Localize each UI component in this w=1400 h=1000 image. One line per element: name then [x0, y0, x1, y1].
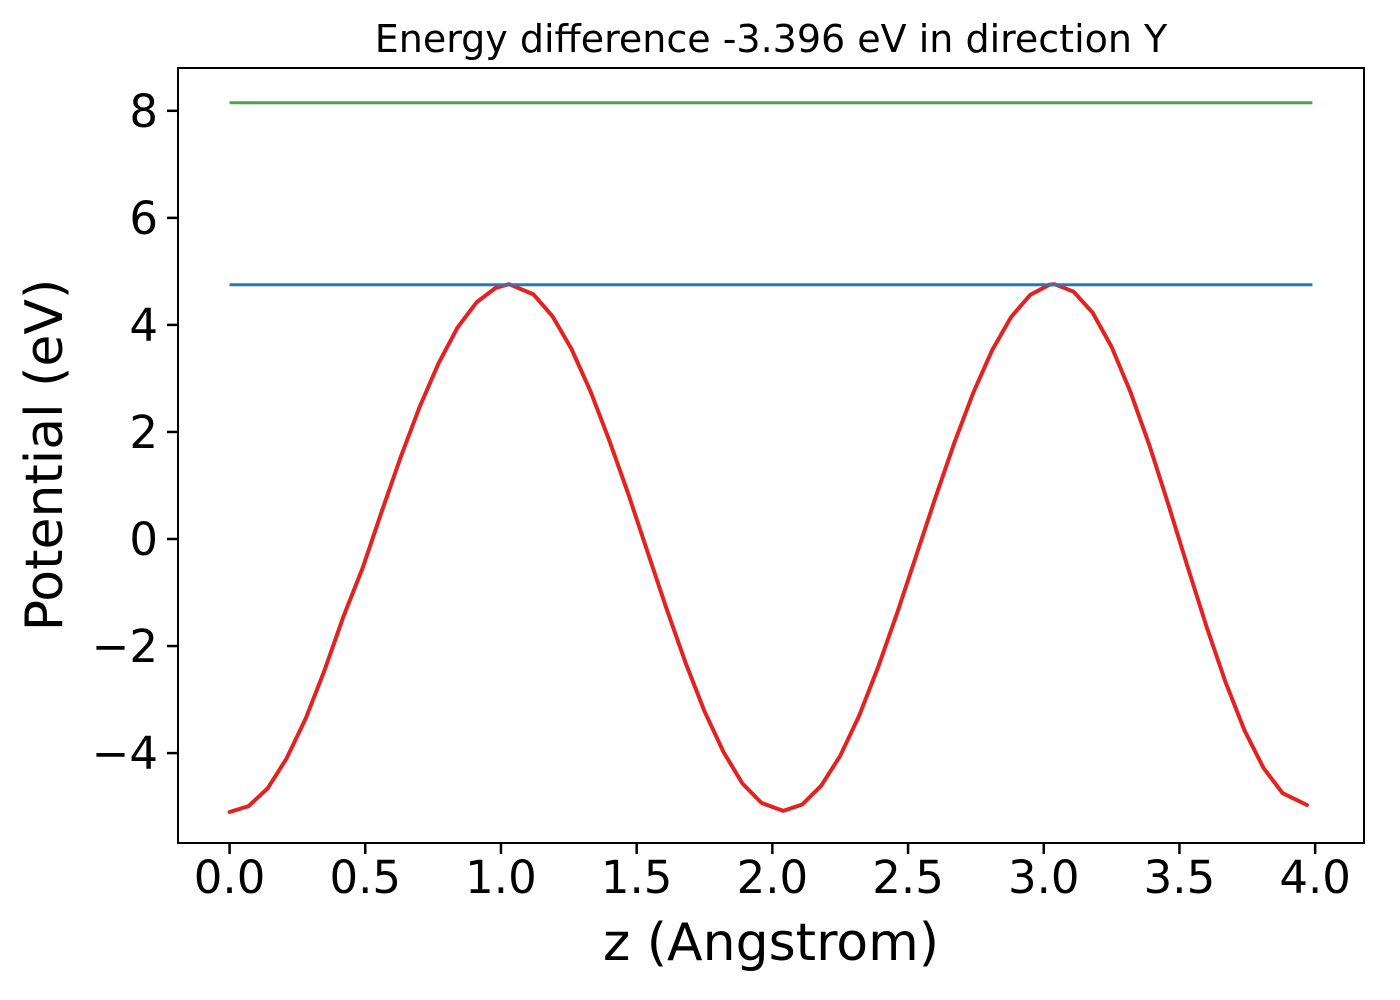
plot-area: 0.0 0.5 1.0 1.5 2.0 2.5 3.0 3.5 4.0 8 6 4 2 0 −2 −4: [92, 67, 1365, 904]
x-tick-label: 4.0: [1279, 851, 1351, 904]
y-tick-label: 8: [129, 85, 158, 138]
x-tick-label: 0.5: [329, 851, 401, 904]
y-tick-label: 4: [129, 299, 158, 352]
x-tick-label: 3.5: [1144, 851, 1216, 904]
x-axis-label: z (Angstrom): [603, 913, 939, 973]
x-tick-label: 2.0: [737, 851, 809, 904]
x-tick-label: 2.5: [872, 851, 944, 904]
x-tick-label: 1.5: [601, 851, 673, 904]
potential-curve: [227, 282, 1309, 814]
y-tick-label: −4: [92, 727, 158, 780]
y-tick-label: 6: [129, 192, 158, 245]
x-tick-label: 3.0: [1008, 851, 1080, 904]
chart-title: Energy difference -3.396 eV in direction…: [375, 17, 1168, 61]
y-tick-label: 0: [129, 513, 158, 566]
x-tick-label: 0.0: [194, 851, 266, 904]
y-tick-label: −2: [92, 620, 158, 673]
x-tick-label: 1.0: [465, 851, 537, 904]
y-tick-label: 2: [129, 406, 158, 459]
y-axis-label: Potential (eV): [15, 279, 75, 631]
axes-spines: [177, 67, 1365, 844]
